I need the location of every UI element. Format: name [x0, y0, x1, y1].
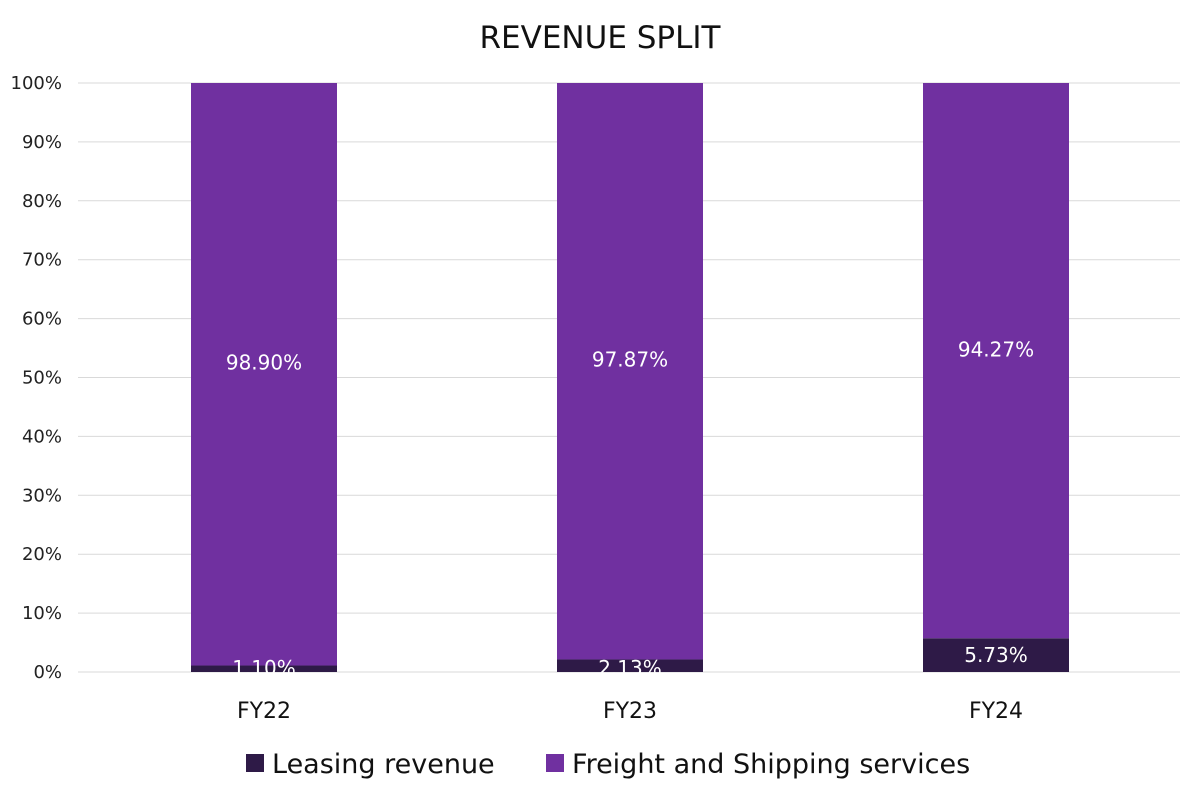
y-tick-label: 90%: [22, 132, 62, 153]
y-tick-label: 30%: [22, 485, 62, 506]
y-tick-label: 20%: [22, 544, 62, 565]
y-tick-label: 100%: [11, 73, 62, 94]
data-labels: 1.10% 98.90% 2.13% 97.87% 5.73% 94.27%: [226, 338, 1034, 680]
legend-swatch: [546, 754, 564, 772]
legend-swatch: [246, 754, 264, 772]
y-tick-label: 70%: [22, 250, 62, 271]
x-tick-label: FY23: [603, 699, 657, 724]
y-tick-label: 80%: [22, 191, 62, 212]
data-label-fy23-leasing: 2.13%: [598, 656, 662, 680]
legend-label: Freight and Shipping services: [572, 749, 970, 780]
y-tick-label: 50%: [22, 368, 62, 389]
legend-label: Leasing revenue: [272, 749, 495, 780]
y-tick-label: 10%: [22, 603, 62, 624]
x-tick-label: FY24: [969, 699, 1023, 724]
data-label-fy24-freight: 94.27%: [958, 338, 1034, 362]
data-label-fy23-freight: 97.87%: [592, 348, 668, 372]
y-tick-label: 0%: [33, 662, 62, 683]
legend-item-leasing: Leasing revenue: [246, 749, 495, 780]
chart-title: REVENUE SPLIT: [480, 20, 722, 56]
bars: [191, 83, 1069, 672]
bar-fy22-leasing: [191, 665, 337, 672]
x-tick-label: FY22: [237, 699, 291, 724]
bar-fy22-freight: [191, 83, 337, 666]
legend-item-freight: Freight and Shipping services: [546, 749, 970, 780]
data-label-fy22-freight: 98.90%: [226, 351, 302, 375]
bar-fy24-freight: [923, 83, 1069, 639]
y-tick-label: 60%: [22, 309, 62, 330]
data-label-fy24-leasing: 5.73%: [964, 643, 1028, 667]
y-axis-ticks: 0% 10% 20% 30% 40% 50% 60% 70% 80% 90% 100%: [11, 73, 62, 683]
y-tick-label: 40%: [22, 426, 62, 447]
bar-fy23-leasing: [557, 659, 703, 672]
bar-fy24-leasing: [923, 638, 1069, 672]
legend: Leasing revenue Freight and Shipping serv…: [246, 749, 970, 780]
bar-fy23-freight: [557, 83, 703, 660]
x-axis-ticks: FY22 FY23 FY24: [237, 699, 1023, 724]
data-label-fy22-leasing: 1.10%: [232, 656, 296, 680]
